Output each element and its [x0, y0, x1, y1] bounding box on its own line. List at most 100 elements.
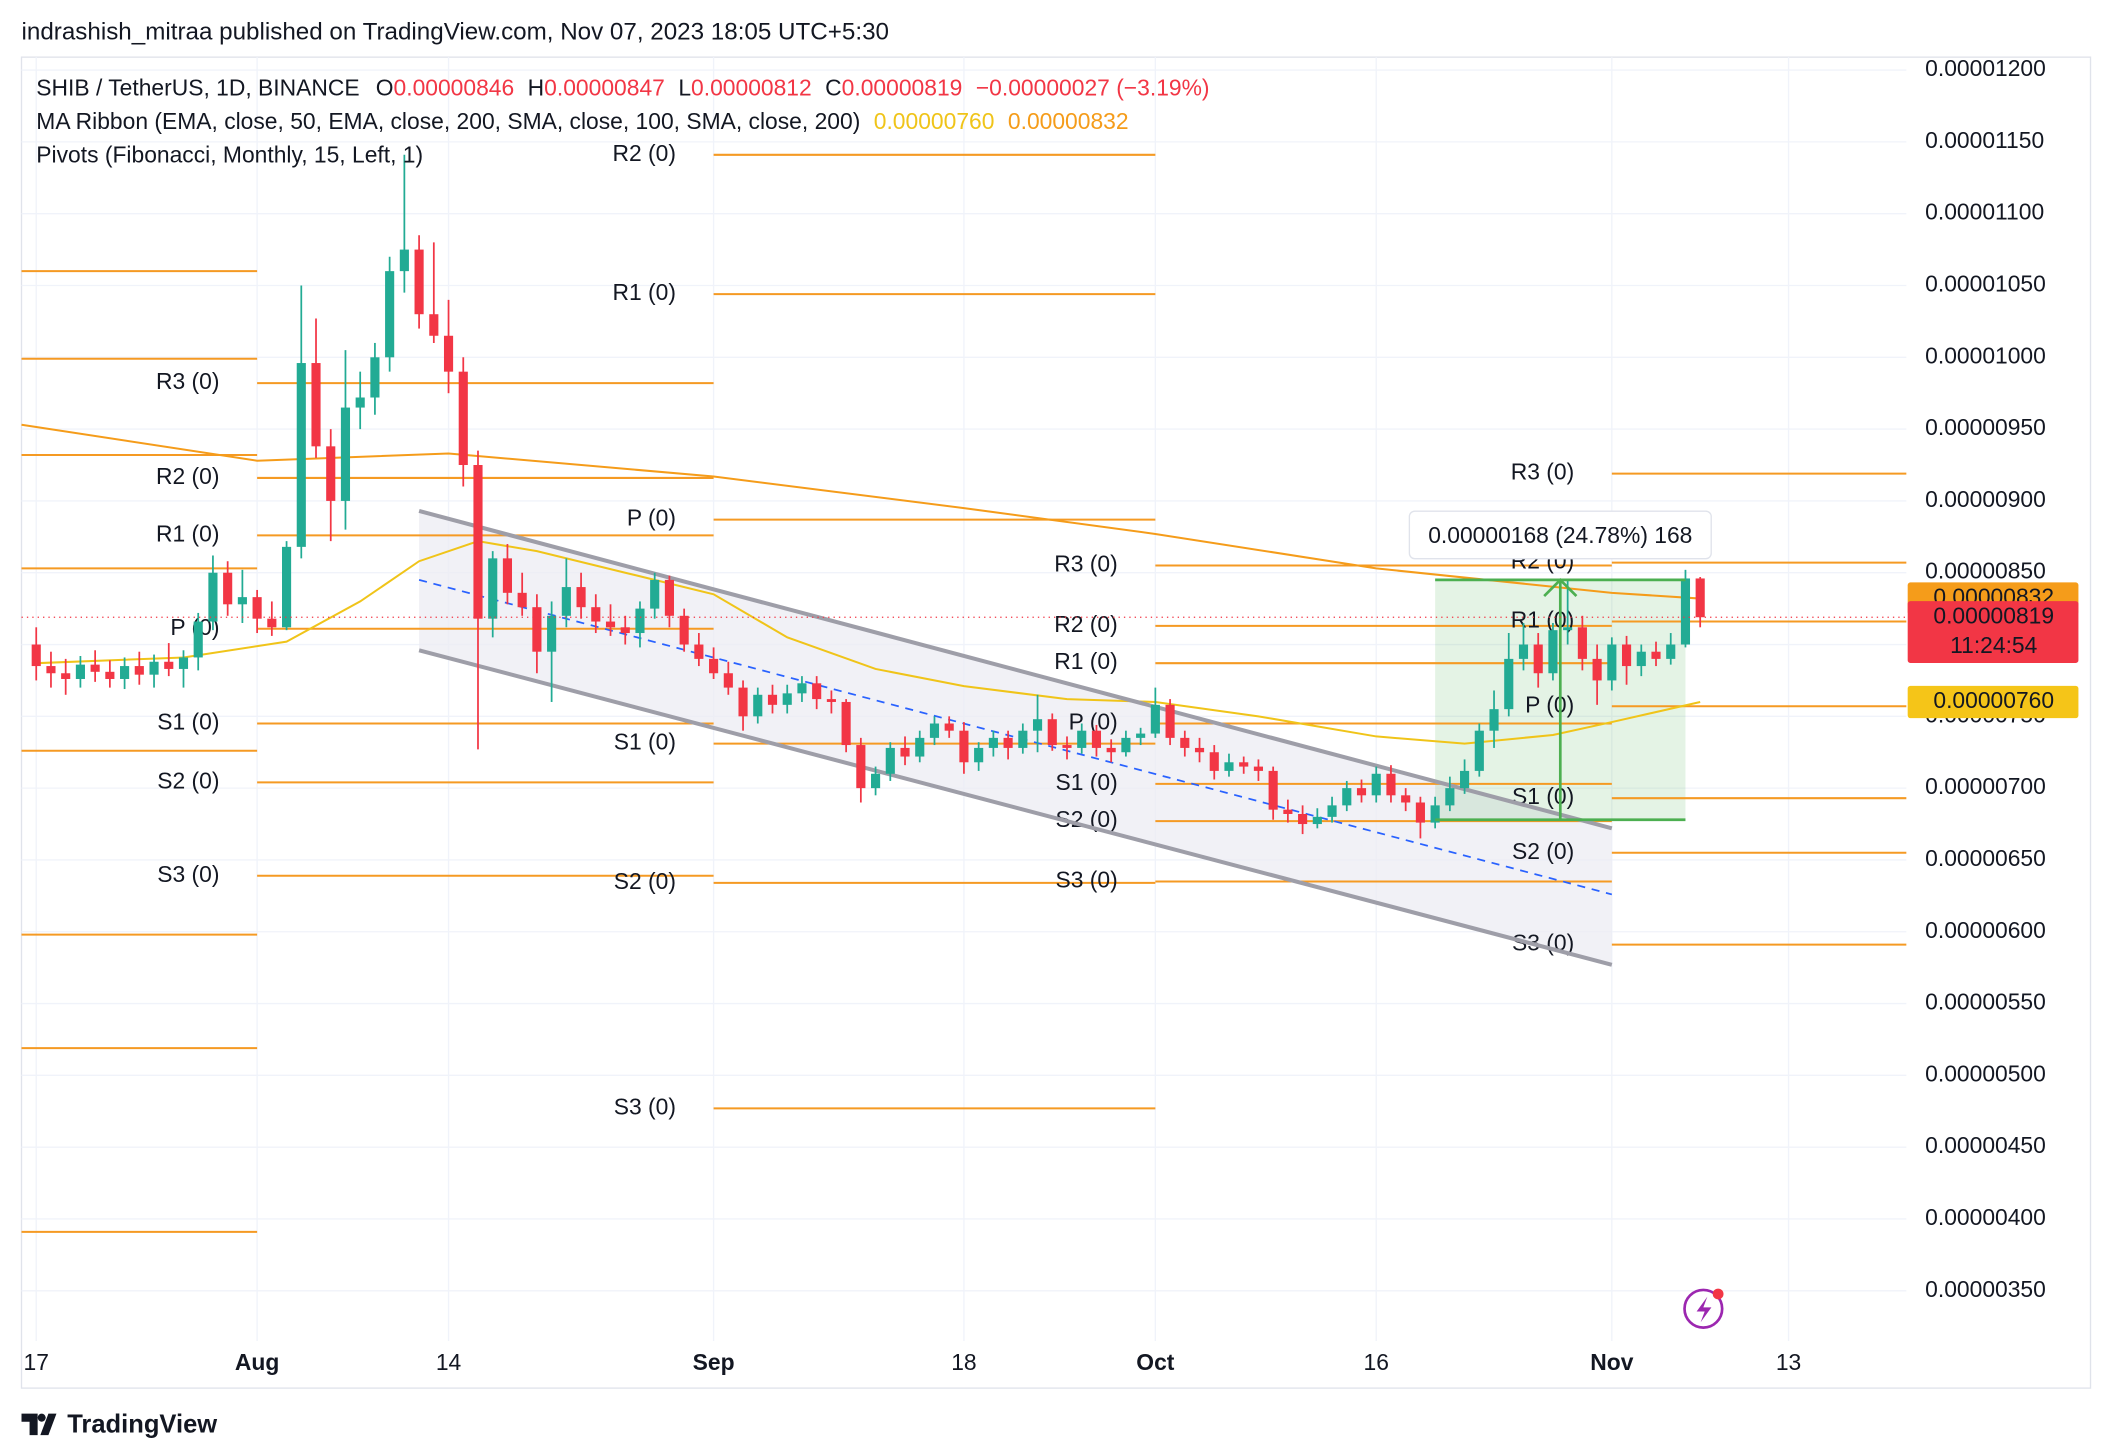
ohlc-value: 0.00000846: [394, 74, 515, 100]
candle-body: [1533, 644, 1543, 674]
candle-body: [1239, 762, 1249, 767]
candle-body: [915, 737, 925, 757]
symbol: SHIB / TetherUS, 1D, BINANCE: [36, 74, 359, 100]
pivot-label: S1 (0): [157, 709, 219, 735]
price-tag-time: 11:24:54: [1950, 632, 2038, 658]
ohlc-key: O: [376, 74, 394, 100]
pivot-label: P (0): [1069, 709, 1118, 735]
candle-body: [193, 621, 203, 658]
candle-body: [929, 723, 940, 738]
candle-body: [738, 687, 748, 717]
candle-body: [31, 644, 41, 667]
x-tick-label: 17: [24, 1349, 49, 1375]
candle-body: [1136, 733, 1146, 738]
candle-body: [1091, 730, 1102, 748]
candle-body: [1651, 651, 1661, 659]
candle-body: [650, 579, 660, 609]
pivot-label: R3 (0): [1054, 551, 1117, 577]
pivot-label: R1 (0): [156, 520, 219, 546]
pivot-label: R3 (0): [1511, 459, 1574, 485]
candle-body: [61, 673, 71, 679]
ohlc-value: 0.00000812: [691, 74, 812, 100]
y-tick-label: 0.00001050: [1925, 271, 2046, 297]
candle-body: [944, 723, 954, 731]
candle-body: [1445, 788, 1455, 806]
footer-brand: TradingView: [67, 1410, 217, 1438]
candle-body: [75, 664, 85, 679]
x-tick-label: Oct: [1136, 1349, 1174, 1375]
candle-body: [149, 661, 159, 675]
y-tick-label: 0.00000550: [1925, 989, 2046, 1015]
candle-body: [134, 666, 144, 675]
candle-body: [561, 587, 571, 616]
candle-body: [1460, 770, 1470, 789]
candle-body: [1106, 747, 1116, 753]
y-tick-label: 0.00000650: [1925, 845, 2046, 871]
candle-body: [326, 446, 336, 501]
pivot-label: S3 (0): [614, 1093, 676, 1119]
y-tick-label: 0.00000500: [1925, 1060, 2046, 1086]
candle-body: [1430, 805, 1440, 823]
ohlc-key: C: [825, 74, 842, 100]
ma-line: [21, 423, 1701, 600]
candle-body: [635, 608, 645, 634]
candle-body: [1401, 795, 1411, 803]
pivot-label: R2 (0): [1054, 611, 1117, 637]
pivot-label: S3 (0): [157, 861, 219, 887]
candle-body: [473, 465, 483, 619]
pivot-label: S2 (0): [614, 868, 676, 894]
y-tick-label: 0.00000400: [1925, 1204, 2046, 1230]
x-tick-label: 18: [951, 1349, 976, 1375]
candle-body: [1415, 802, 1425, 823]
candle-body: [1077, 730, 1087, 748]
candle-body: [1621, 644, 1632, 667]
x-tick-label: 14: [436, 1349, 462, 1375]
pivot-label: R2 (0): [156, 463, 219, 489]
candle-body: [871, 773, 881, 789]
pivot-label: P (0): [627, 505, 676, 531]
plot-area: R3 (0) R2 (0) R1 (0) P (0) S1 (0) S2 (0) S3 (0…: [21, 140, 1907, 1233]
legend-pivots-line: Pivots (Fibonacci, Monthly, 15, Left, 1): [36, 142, 423, 168]
candle-body: [1003, 737, 1013, 748]
candle-body: [1607, 644, 1617, 681]
candle-body: [900, 747, 910, 757]
candle-body: [679, 615, 689, 645]
candle-body: [1577, 627, 1587, 659]
candle-body: [296, 363, 306, 547]
candle-body: [1194, 747, 1205, 753]
candle-body: [370, 357, 380, 398]
logo-dot: [37, 1413, 46, 1422]
candle-body: [1283, 809, 1293, 814]
pivot-label: S1 (0): [614, 729, 676, 755]
y-tick-label: 0.00000850: [1925, 558, 2046, 584]
alert-bolt[interactable]: [1696, 1296, 1712, 1323]
candle-body: [1062, 745, 1072, 748]
candle-body: [1032, 719, 1043, 731]
ohlc-key: L: [678, 74, 691, 100]
candle-body: [1474, 730, 1484, 771]
candle-body: [664, 579, 674, 616]
pivot-label: S3 (0): [1055, 867, 1117, 893]
candle-body: [237, 597, 247, 605]
x-tick-label: 16: [1364, 1349, 1389, 1375]
x-tick-label: Sep: [693, 1349, 735, 1375]
candle-body: [105, 671, 115, 679]
y-tick-label: 0.00001000: [1925, 342, 2046, 368]
candle-body: [311, 363, 321, 447]
candle-body: [591, 607, 601, 622]
logo-mark: [21, 1413, 57, 1436]
candle-body: [1342, 788, 1352, 806]
candle-body: [826, 699, 836, 702]
alert-dot[interactable]: [1712, 1288, 1724, 1300]
alert-icon[interactable]: [1683, 1288, 1724, 1329]
pivot-label: R3 (0): [156, 368, 219, 394]
candle-body: [709, 658, 719, 674]
candle-body: [1592, 658, 1602, 681]
y-tick-label: 0.00000950: [1925, 414, 2046, 440]
chart-frame: [20, 56, 2092, 1389]
candle-body: [1636, 651, 1646, 667]
y-tick-label: 0.00001100: [1925, 199, 2044, 225]
legend-symbol-line: SHIB / TetherUS, 1D, BINANCE O0.00000846 H…: [36, 74, 1209, 100]
candle-body: [620, 627, 630, 634]
